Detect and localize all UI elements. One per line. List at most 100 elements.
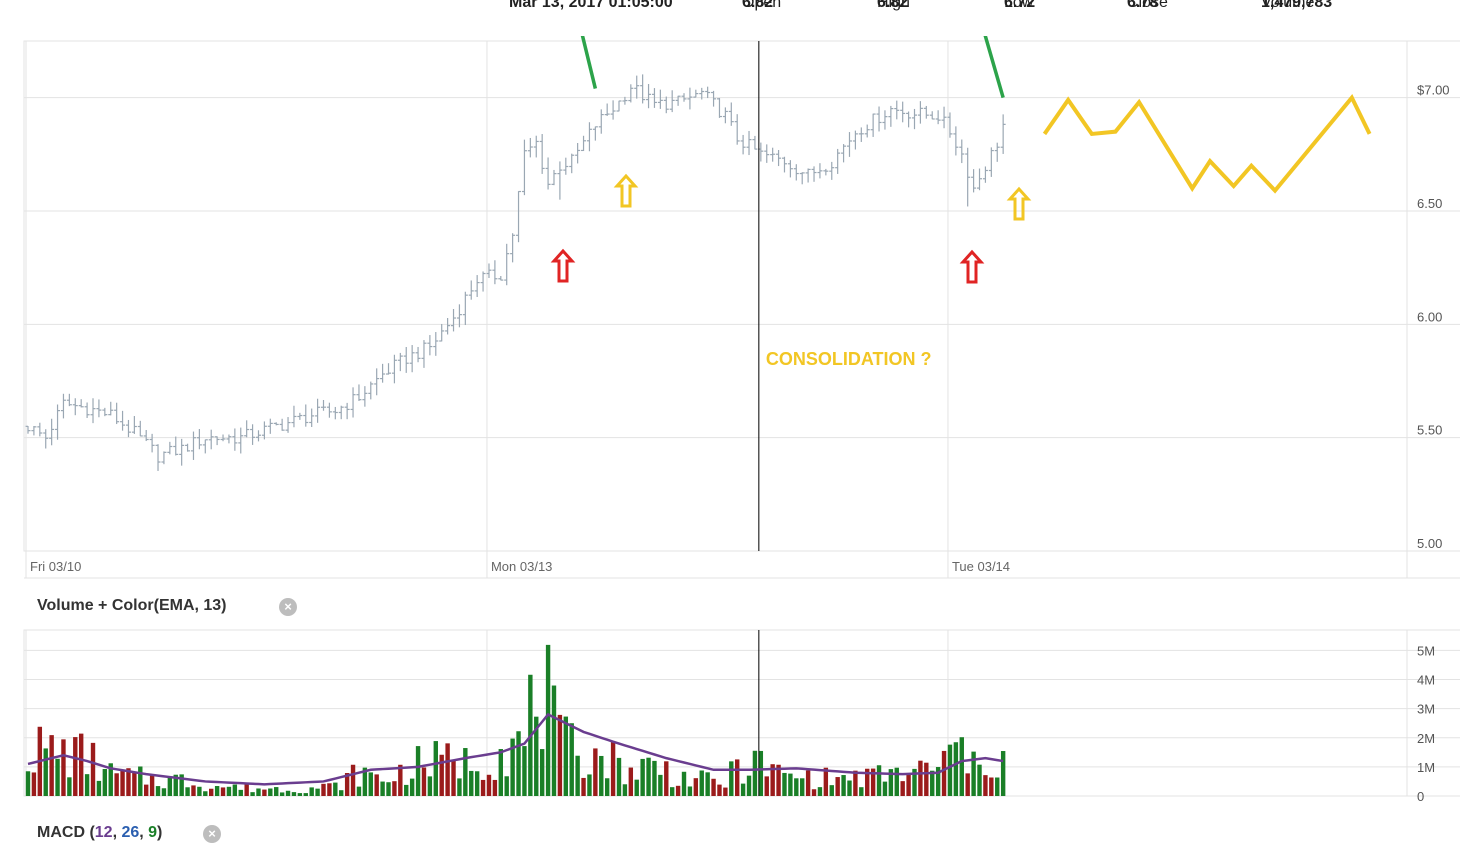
volume-bar	[811, 789, 817, 796]
volume-bar	[876, 765, 882, 796]
volume-bar	[764, 776, 769, 796]
ohlc-bar	[740, 134, 746, 155]
volume-bar	[752, 750, 758, 796]
ohlc-bar	[787, 160, 793, 178]
red-arrow-2	[959, 249, 985, 284]
ohlc-bar	[185, 443, 191, 452]
volume-bar	[534, 716, 539, 796]
ohlc-bar	[876, 106, 882, 132]
volume-bar	[291, 792, 297, 796]
volume-bar	[865, 768, 870, 796]
ohlc-bar	[391, 354, 397, 384]
ohlc-bar	[711, 90, 717, 107]
volume-bar	[699, 770, 704, 796]
volume-bar	[451, 760, 456, 796]
volume-bar	[469, 770, 474, 796]
volume-bar	[43, 748, 48, 796]
volume-bar	[380, 781, 385, 796]
ohlc-bar	[131, 416, 137, 434]
volume-bar	[735, 759, 740, 796]
ohlc-bar	[451, 309, 457, 332]
volume-bar	[232, 784, 238, 796]
volume-bar	[486, 774, 492, 796]
volume-bar	[167, 777, 173, 796]
volume-bar	[847, 780, 852, 796]
ohlc-bar	[49, 418, 55, 446]
ohlc-bar	[31, 426, 37, 436]
ohlc-bar	[622, 96, 628, 105]
ohlc-bar	[486, 263, 492, 278]
ohlc-bar	[716, 97, 722, 118]
info-close: Close 6.78	[1127, 0, 1168, 11]
volume-bar	[238, 789, 243, 796]
info-low: Low 6.72	[1004, 0, 1036, 11]
ohlc-bar	[953, 126, 959, 156]
ohlc-bar	[137, 420, 143, 437]
volume-bar	[740, 783, 746, 796]
volume-bar	[912, 768, 917, 796]
ohlc-bar	[232, 428, 238, 451]
volume-bar	[1000, 751, 1006, 796]
ohlc-bar	[545, 157, 551, 190]
ohlc-bar	[663, 96, 669, 114]
ohlc-bar	[581, 135, 587, 152]
ohlc-bar	[96, 399, 102, 418]
volume-bar	[350, 764, 356, 796]
volume-bar	[717, 784, 722, 796]
ohlc-bar	[421, 340, 427, 368]
yellow-arrow-2	[1006, 186, 1032, 221]
ohlc-bar	[1000, 114, 1006, 154]
volume-panel-title: Volume + Color(EMA, 13)	[37, 597, 227, 614]
volume-bar	[835, 777, 840, 796]
ohlc-bar	[196, 429, 202, 450]
ohlc-bar	[746, 130, 752, 156]
ohlc-bar	[386, 363, 392, 375]
volume-bar	[25, 771, 31, 796]
volume-bar	[78, 733, 84, 796]
volume-bar	[551, 685, 557, 796]
volume-bar	[333, 782, 338, 796]
ohlc-bar	[344, 402, 350, 420]
ohlc-bar	[805, 168, 811, 183]
plot-area-border	[23, 40, 1408, 552]
volume-y-tick-label: 2M	[1417, 731, 1435, 746]
price-x-tick-label: Tue 03/14	[952, 559, 1010, 574]
volume-bar	[782, 772, 787, 796]
volume-bar	[268, 788, 273, 796]
volume-bar	[386, 782, 391, 796]
ohlc-bar	[982, 166, 988, 183]
ohlc-bar	[823, 168, 829, 176]
green-trend-mark	[983, 36, 1005, 99]
ohlc-bar	[60, 393, 66, 419]
volume-bar	[321, 783, 326, 796]
ohlc-bar	[799, 172, 805, 185]
ohlc-bar	[498, 275, 504, 281]
volume-chart[interactable]: 5M 4M 3M 2M 1M 0	[0, 625, 1475, 802]
volume-panel-close-button[interactable]: ×	[279, 598, 297, 616]
ohlc-info-bar: Mar 13, 2017 01:05:00 Open 6.82 High 6.82 …	[0, 0, 1475, 14]
volume-bar	[214, 786, 220, 796]
ohlc-bar	[445, 318, 451, 335]
volume-bar	[930, 770, 935, 796]
ohlc-bar	[303, 404, 309, 427]
green-trend-mark	[580, 36, 598, 90]
ohlc-bar	[776, 149, 782, 167]
volume-y-tick-label: 4M	[1417, 673, 1435, 688]
volume-bar	[587, 774, 592, 796]
volume-bar	[220, 787, 226, 796]
ohlc-bar	[244, 420, 250, 438]
ohlc-bar	[309, 408, 315, 428]
volume-bar	[776, 764, 781, 796]
volume-bar	[983, 775, 988, 796]
ohlc-bar	[681, 93, 687, 102]
volume-bar	[445, 743, 450, 796]
ohlc-bar	[929, 111, 935, 120]
ohlc-bar	[752, 135, 758, 150]
ohlc-bar	[598, 109, 604, 134]
macd-panel-close-button[interactable]: ×	[203, 825, 221, 843]
price-chart[interactable]: $7.00 6.50 6.00 5.50 5.00 Fri 03/10 Mon 03/13 T…	[0, 36, 1475, 581]
volume-bar	[463, 748, 468, 796]
ohlc-bar	[864, 124, 870, 138]
ohlc-bar	[510, 233, 516, 263]
ohlc-bar	[72, 398, 78, 416]
